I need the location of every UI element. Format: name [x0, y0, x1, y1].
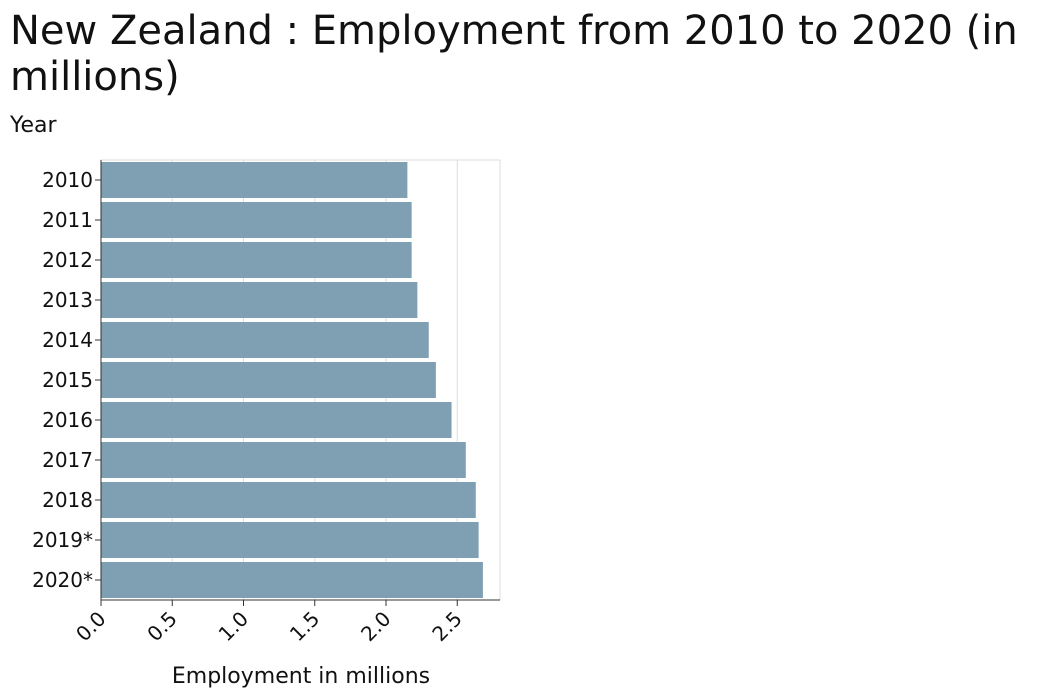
y-axis-label: Year [9, 113, 58, 138]
x-tick-label-3: 1.5 [285, 607, 324, 646]
y-tick-label-3: 2013 [42, 288, 93, 312]
x-axis-label: Employment in millions [172, 664, 430, 689]
y-tick-label-5: 2015 [42, 368, 93, 392]
bar-2011 [101, 202, 412, 238]
y-tick-label-4: 2014 [42, 328, 93, 352]
chart-title: New Zealand : Employment from 2010 to 20… [10, 8, 1018, 100]
y-tick-label-8: 2018 [42, 488, 93, 512]
x-tick-label-1: 0.5 [142, 607, 181, 646]
bar-2017 [101, 442, 466, 478]
bars [101, 162, 483, 598]
y-tick-label-2: 2012 [42, 248, 93, 272]
x-tick-label-2: 1.0 [214, 607, 253, 646]
bar-2015 [101, 362, 436, 398]
y-tick-label-7: 2017 [42, 448, 93, 472]
y-axis-ticks: 2010 2011 2012 2013 2014 2015 2016 2017 2018 2019… [32, 168, 101, 592]
bar-2016 [101, 402, 452, 438]
y-tick-label-6: 2016 [42, 408, 93, 432]
x-tick-label-4: 2.0 [356, 607, 395, 646]
x-tick-label-0: 0.0 [71, 607, 110, 646]
bar-2012 [101, 242, 412, 278]
x-tick-label-5: 2.5 [427, 607, 466, 646]
y-tick-label-0: 2010 [42, 168, 93, 192]
y-tick-label-9: 2019* [32, 528, 93, 552]
bar-2010 [101, 162, 408, 198]
bar-2019* [101, 522, 479, 558]
x-axis-ticks: 0.0 0.5 1.0 1.5 2.0 2.5 [71, 600, 467, 646]
y-tick-label-10: 2020* [32, 568, 93, 592]
y-tick-label-1: 2011 [42, 208, 93, 232]
bar-2020* [101, 562, 483, 598]
bar-2018 [101, 482, 476, 518]
bar-2014 [101, 322, 429, 358]
bar-2013 [101, 282, 418, 318]
